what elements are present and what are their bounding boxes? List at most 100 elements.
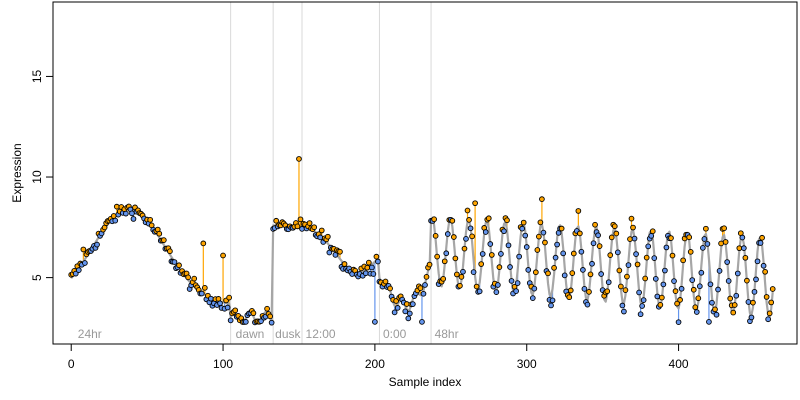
data-point xyxy=(306,220,313,226)
data-point xyxy=(619,302,626,309)
data-point xyxy=(324,233,331,240)
data-point xyxy=(763,294,770,300)
data-point xyxy=(479,251,486,257)
region-label: 12:00 xyxy=(306,327,336,341)
data-point xyxy=(410,301,416,307)
data-point xyxy=(167,248,173,255)
data-point xyxy=(523,244,530,250)
y-tick-label: 5 xyxy=(30,274,44,281)
data-point xyxy=(634,261,641,268)
data-point xyxy=(701,236,708,242)
data-point xyxy=(569,270,576,276)
data-point xyxy=(531,285,538,292)
data-point xyxy=(575,208,582,214)
data-point xyxy=(403,301,410,307)
data-point xyxy=(232,307,239,314)
data-point xyxy=(461,245,468,252)
data-point xyxy=(501,228,507,235)
data-point xyxy=(520,219,527,226)
data-point xyxy=(715,286,721,293)
y-axis-label: Expression xyxy=(10,143,24,202)
x-tick-label: 100 xyxy=(213,357,233,371)
data-point xyxy=(759,234,765,241)
data-point xyxy=(587,271,594,278)
data-point xyxy=(595,232,601,239)
data-point xyxy=(422,282,428,288)
data-point xyxy=(570,250,577,257)
data-point xyxy=(674,300,680,307)
data-point xyxy=(387,285,393,292)
data-point xyxy=(191,275,198,282)
data-point xyxy=(224,304,231,311)
data-point xyxy=(660,281,667,288)
data-point xyxy=(643,254,650,261)
data-point xyxy=(440,275,447,282)
data-point xyxy=(584,301,591,308)
data-point xyxy=(529,295,536,301)
data-point xyxy=(337,248,343,255)
x-axis-label: Sample index xyxy=(389,375,462,389)
region-labels-layer: 24hr dawn dusk 12:00 0:00 48hr xyxy=(78,327,459,341)
data-point xyxy=(402,308,409,315)
data-point xyxy=(704,241,711,247)
data-point xyxy=(454,271,460,278)
data-point xyxy=(636,289,642,296)
data-point xyxy=(537,219,544,226)
data-point xyxy=(598,271,604,277)
data-point xyxy=(707,281,714,288)
data-point xyxy=(741,245,747,252)
data-point xyxy=(745,299,752,305)
data-point xyxy=(198,290,205,297)
data-point xyxy=(605,279,612,286)
data-point xyxy=(540,229,547,236)
data-point xyxy=(382,278,389,285)
data-point xyxy=(466,217,472,223)
y-axis: 5 10 15 xyxy=(30,69,54,281)
data-point xyxy=(695,295,702,302)
data-point xyxy=(113,203,120,210)
data-point xyxy=(659,294,665,301)
data-point xyxy=(476,288,483,295)
data-point xyxy=(580,267,586,273)
data-point xyxy=(160,237,167,243)
data-point xyxy=(633,251,639,257)
data-point xyxy=(156,230,163,237)
data-point xyxy=(130,216,137,222)
data-point xyxy=(592,221,598,228)
data-point xyxy=(110,213,117,219)
data-point xyxy=(545,270,551,277)
data-point xyxy=(317,234,324,241)
y-tick-label: 10 xyxy=(30,170,44,184)
data-point xyxy=(712,306,718,313)
data-point xyxy=(450,234,457,240)
data-point xyxy=(754,258,761,265)
data-point xyxy=(700,245,706,251)
data-point xyxy=(505,242,512,249)
data-point xyxy=(765,316,772,323)
data-point xyxy=(736,245,743,252)
x-tick-label: 200 xyxy=(365,357,385,371)
data-point xyxy=(375,258,381,265)
data-point xyxy=(464,207,471,214)
data-point xyxy=(668,235,674,241)
data-point xyxy=(561,272,568,279)
marker-lines-layer xyxy=(230,2,432,344)
data-point xyxy=(750,299,756,306)
data-point xyxy=(608,234,615,241)
data-point xyxy=(760,262,767,269)
data-point xyxy=(443,250,450,257)
data-point xyxy=(441,258,448,265)
data-point xyxy=(267,313,273,320)
data-point xyxy=(426,261,433,268)
data-point xyxy=(341,261,348,267)
data-point xyxy=(432,232,439,239)
data-point xyxy=(405,315,412,322)
data-point xyxy=(311,224,318,231)
data-point xyxy=(297,216,304,223)
data-point xyxy=(631,235,638,242)
data-point xyxy=(724,259,731,265)
data-point xyxy=(534,247,541,253)
data-point xyxy=(516,253,522,260)
data-point xyxy=(671,278,677,284)
data-point xyxy=(467,225,474,232)
